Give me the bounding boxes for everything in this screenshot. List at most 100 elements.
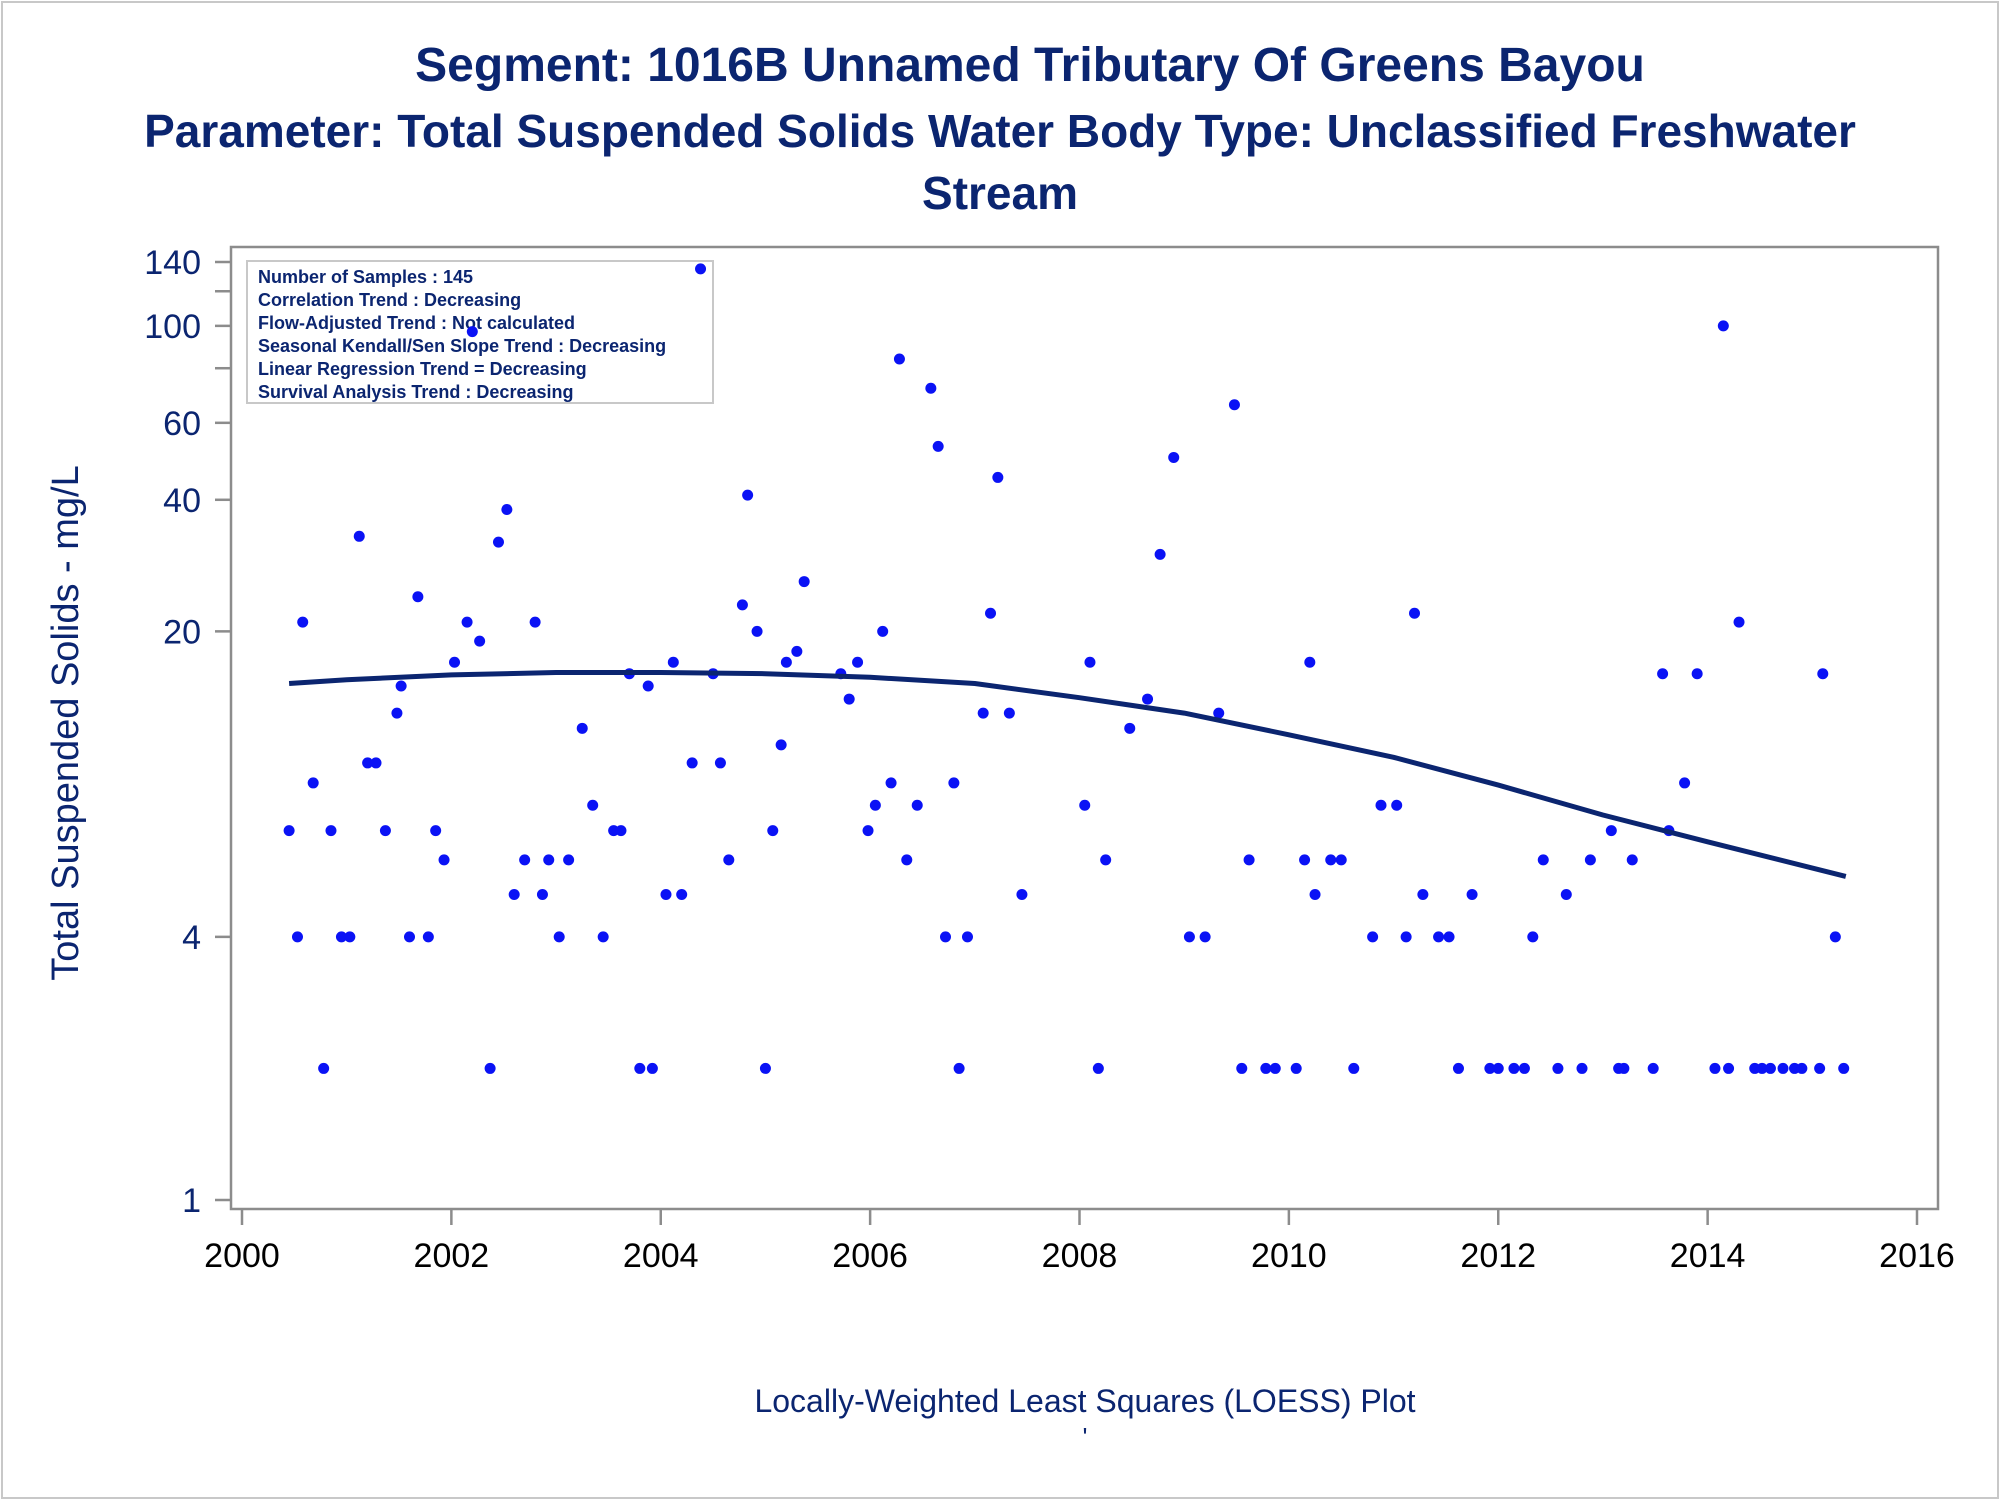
data-point: [297, 616, 309, 628]
data-point: [1576, 1062, 1588, 1074]
data-point: [1679, 777, 1691, 789]
y-tick-label: 100: [144, 308, 201, 346]
data-point: [695, 263, 707, 275]
data-point: [615, 825, 627, 837]
data-point: [1236, 1062, 1248, 1074]
data-point: [1016, 889, 1028, 901]
data-point: [869, 799, 881, 811]
data-point: [1348, 1062, 1360, 1074]
data-point: [1537, 854, 1549, 866]
data-point: [1168, 451, 1180, 463]
data-point: [412, 591, 424, 603]
stats-linear-regression-trend: Linear Regression Trend = Decreasing: [258, 359, 587, 379]
x-tick-label: 2010: [1251, 1237, 1327, 1275]
data-point: [843, 693, 855, 705]
stats-box: Number of Samples : 145 Correlation Tren…: [246, 260, 714, 404]
data-point: [335, 931, 347, 943]
x-tick-label: 2008: [1042, 1237, 1118, 1275]
data-point: [932, 440, 944, 452]
data-point: [307, 777, 319, 789]
data-point: [948, 777, 960, 789]
data-point: [1409, 607, 1420, 619]
data-point: [1400, 931, 1412, 943]
stats-samples: Number of Samples : 145: [258, 267, 473, 287]
data-point: [862, 825, 874, 837]
data-point: [536, 889, 548, 901]
data-point: [529, 616, 541, 628]
data-point: [1367, 931, 1379, 943]
data-point: [1443, 931, 1455, 943]
data-point: [1309, 889, 1321, 901]
data-point: [1691, 668, 1703, 680]
data-point: [1335, 854, 1347, 866]
y-tick-label: 1: [182, 1182, 201, 1220]
footnote-mark: ': [1082, 1422, 1088, 1452]
data-point: [1391, 799, 1403, 811]
stats-seasonal-kendall-trend: Seasonal Kendall/Sen Slope Trend : Decre…: [258, 336, 666, 356]
plot-area: [229, 245, 1940, 1211]
data-point: [1647, 1062, 1659, 1074]
data-point: [1605, 825, 1617, 837]
data-point: [1325, 854, 1337, 866]
data-point: [767, 825, 779, 837]
data-point: [1213, 707, 1225, 719]
data-point: [1124, 722, 1136, 734]
x-tick-label: 2002: [414, 1237, 490, 1275]
data-point: [501, 504, 513, 516]
x-tick-label: 2000: [204, 1237, 280, 1275]
data-point: [634, 1062, 646, 1074]
stats-survival-analysis-trend: Survival Analysis Trend : Decreasing: [258, 382, 573, 402]
y-axis-label: Total Suspended Solids - mg/L: [45, 465, 87, 980]
data-point: [1003, 707, 1015, 719]
x-axis: 2000 2002 2004 2006 2008 2010 2012 2014 2016: [204, 1209, 1955, 1275]
x-tick-label: 2014: [1670, 1237, 1746, 1275]
data-point: [646, 1062, 658, 1074]
data-point: [1717, 320, 1729, 332]
data-point: [1142, 693, 1154, 705]
data-point: [370, 757, 382, 769]
data-point: [798, 576, 810, 588]
data-point: [1709, 1062, 1721, 1074]
chart-subtitle: Parameter: Total Suspended Solids Water …: [144, 105, 1856, 219]
data-point: [325, 825, 337, 837]
data-point: [1304, 656, 1316, 668]
data-point: [1183, 931, 1195, 943]
data-point: [449, 656, 461, 668]
data-point: [1560, 889, 1572, 901]
data-point: [1723, 1062, 1735, 1074]
data-point: [1290, 1062, 1302, 1074]
data-point: [438, 854, 450, 866]
data-point: [751, 625, 763, 637]
data-point: [885, 777, 897, 789]
stats-box-border: [246, 260, 714, 404]
data-point: [1269, 1062, 1281, 1074]
footnote-caption: Locally-Weighted Least Squares (LOESS) P…: [754, 1383, 1416, 1419]
data-point: [1199, 931, 1211, 943]
data-point: [379, 825, 391, 837]
data-point: [344, 931, 356, 943]
data-point: [1584, 854, 1596, 866]
data-point: [1838, 1062, 1850, 1074]
data-point: [318, 1062, 330, 1074]
data-point: [1299, 854, 1311, 866]
x-tick-label: 2016: [1879, 1237, 1955, 1275]
y-tick-label: 40: [163, 482, 201, 520]
data-point: [759, 1062, 771, 1074]
data-point: [474, 635, 486, 647]
data-point: [1260, 1062, 1272, 1074]
data-point: [901, 854, 913, 866]
data-point: [466, 326, 478, 338]
data-point: [461, 616, 473, 628]
y-tick-label: 140: [144, 244, 201, 282]
data-point: [291, 931, 303, 943]
data-point: [1084, 656, 1096, 668]
data-point: [395, 680, 407, 692]
data-point: [1492, 1062, 1504, 1074]
data-point: [940, 931, 951, 943]
data-point: [1527, 931, 1539, 943]
data-point: [484, 1062, 496, 1074]
data-point: [686, 757, 698, 769]
data-point: [893, 353, 905, 365]
data-point: [736, 599, 748, 611]
